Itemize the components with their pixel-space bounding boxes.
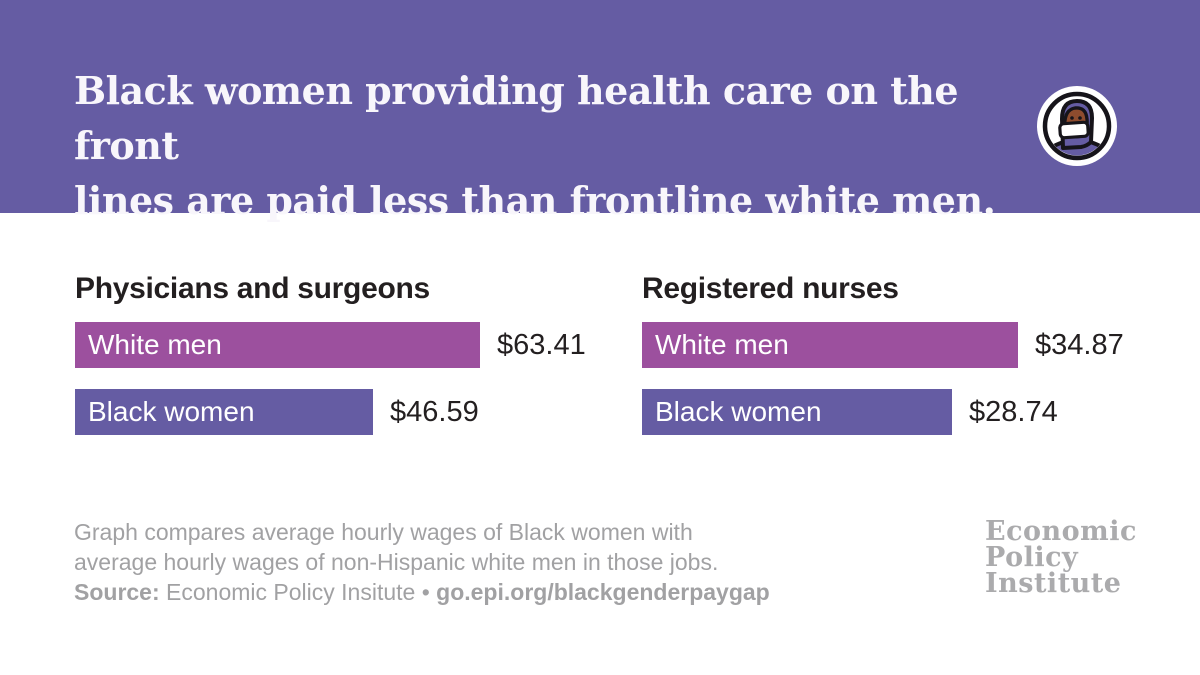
- chart-title: Black women providing health care on the…: [74, 63, 1034, 228]
- epi-logo: Economic Policy Institute: [985, 516, 1137, 599]
- masked-healthcare-worker-icon: [1036, 85, 1118, 167]
- source-text: Economic Policy Insitute: [159, 579, 422, 605]
- separator-bullet: •: [421, 579, 430, 605]
- bar-label: White men: [88, 329, 222, 360]
- bar-row: White men $63.41: [75, 322, 605, 368]
- bar-row: Black women $46.59: [75, 389, 605, 435]
- source-line: Source: Economic Policy Insitute • go.ep…: [74, 577, 864, 607]
- chart-footnote: Graph compares average hourly wages of B…: [74, 517, 864, 607]
- logo-line-3: Institute: [985, 568, 1122, 599]
- bar-value: $34.87: [1035, 328, 1124, 361]
- panel-title-nurses: Registered nurses: [642, 272, 899, 305]
- bar-white-men: White men: [642, 322, 1018, 368]
- logo-line-1: Economic: [985, 516, 1137, 547]
- bar-value: $46.59: [390, 395, 479, 428]
- footnote-line-2: average hourly wages of non-Hispanic whi…: [74, 549, 719, 575]
- logo-line-2: Policy: [985, 542, 1079, 573]
- panel-title-physicians: Physicians and surgeons: [75, 272, 430, 305]
- title-line-1: Black women providing health care on the…: [74, 68, 959, 168]
- bar-label: Black women: [88, 396, 255, 427]
- bar-black-women: Black women: [642, 389, 952, 435]
- chart-panel-nurses: Registered nurses White men $34.87 Black…: [642, 271, 1172, 456]
- source-link: go.epi.org/blackgenderpaygap: [429, 579, 770, 605]
- bar-value: $63.41: [497, 328, 586, 361]
- bar-label: White men: [655, 329, 789, 360]
- bar-white-men: White men: [75, 322, 480, 368]
- bar-row: Black women $28.74: [642, 389, 1172, 435]
- header-band: Black women providing health care on the…: [0, 0, 1200, 223]
- footnote-line-1: Graph compares average hourly wages of B…: [74, 519, 693, 545]
- source-label: Source:: [74, 579, 160, 605]
- bar-value: $28.74: [969, 395, 1058, 428]
- bar-black-women: Black women: [75, 389, 373, 435]
- bar-row: White men $34.87: [642, 322, 1172, 368]
- title-line-2: lines are paid less than frontline white…: [74, 178, 996, 223]
- bar-label: Black women: [655, 396, 822, 427]
- chart-panel-physicians: Physicians and surgeons White men $63.41…: [75, 271, 605, 456]
